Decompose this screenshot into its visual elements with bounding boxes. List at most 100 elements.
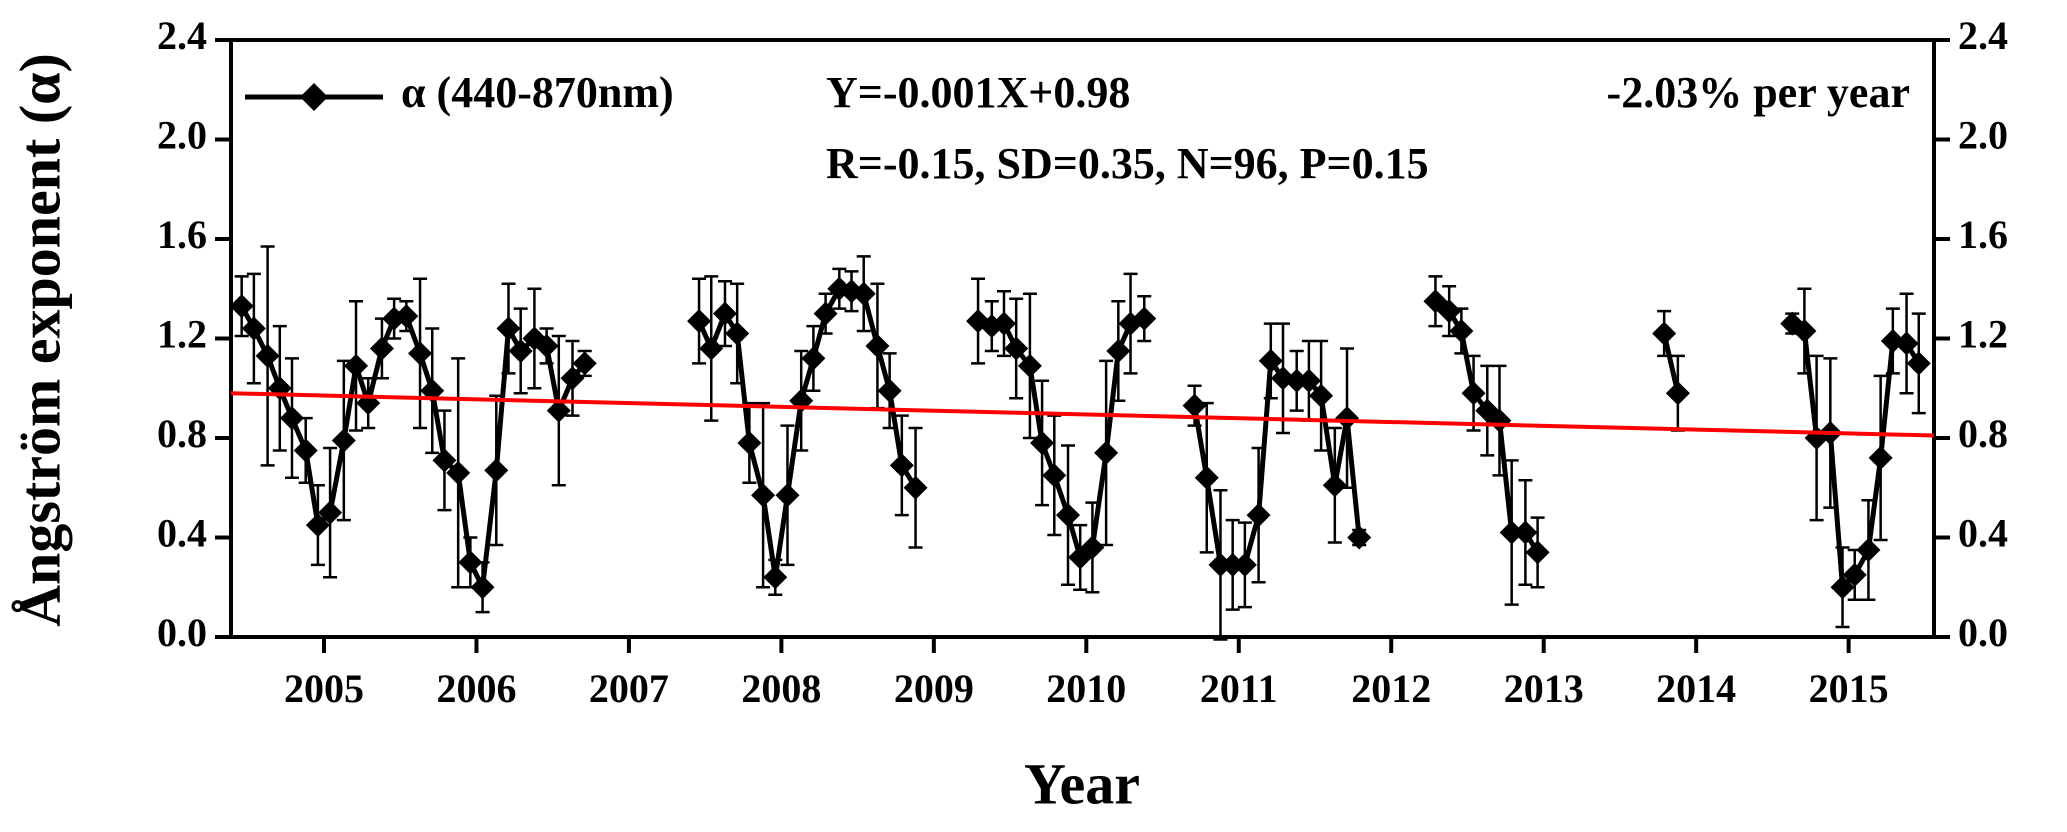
y-tick-label: 2.0 xyxy=(157,113,207,158)
marker xyxy=(305,513,330,538)
marker xyxy=(1449,319,1474,344)
y2-tick-label: 0.4 xyxy=(1958,511,2008,556)
marker xyxy=(241,316,266,341)
marker xyxy=(699,336,724,361)
marker xyxy=(851,281,876,306)
marker xyxy=(1094,440,1119,465)
marker xyxy=(279,406,304,431)
x-tick-label: 2007 xyxy=(589,666,669,711)
marker xyxy=(1132,306,1157,331)
marker xyxy=(458,550,483,575)
marker xyxy=(1106,338,1131,363)
y-tick-label: 0.0 xyxy=(157,610,207,655)
marker xyxy=(344,353,369,378)
marker xyxy=(813,301,838,326)
marker xyxy=(572,351,597,376)
marker xyxy=(1792,319,1817,344)
marker xyxy=(1499,520,1524,545)
marker xyxy=(1030,430,1055,455)
marker xyxy=(1335,406,1360,431)
y2-tick-label: 0.0 xyxy=(1958,610,2008,655)
x-tick-label: 2009 xyxy=(894,666,974,711)
y-tick-label: 2.4 xyxy=(157,13,207,58)
marker xyxy=(1525,540,1550,565)
x-tick-label: 2014 xyxy=(1656,666,1736,711)
marker xyxy=(1017,353,1042,378)
marker xyxy=(737,430,762,455)
marker xyxy=(484,458,509,483)
trend-line xyxy=(230,391,1935,438)
y-tick-label: 1.6 xyxy=(157,212,207,257)
marker xyxy=(1894,331,1919,356)
x-tick-label: 2013 xyxy=(1504,666,1584,711)
marker xyxy=(267,376,292,401)
marker xyxy=(725,321,750,346)
marker xyxy=(1284,368,1309,393)
y-axis-title: Ångström exponent (α) xyxy=(7,53,72,627)
marker xyxy=(1309,383,1334,408)
marker xyxy=(712,301,737,326)
marker xyxy=(508,338,533,363)
marker xyxy=(408,341,433,366)
marker xyxy=(1347,525,1372,550)
legend-label: α (440-870nm) xyxy=(401,68,674,117)
legend-marker xyxy=(300,83,328,111)
x-tick-label: 2011 xyxy=(1200,666,1278,711)
y2-tick-label: 2.4 xyxy=(1958,13,2008,58)
marker xyxy=(1194,465,1219,490)
marker xyxy=(560,366,585,391)
marker xyxy=(446,460,471,485)
marker xyxy=(991,311,1016,336)
y2-tick-label: 0.8 xyxy=(1958,411,2008,456)
x-axis-title: Year xyxy=(1024,751,1140,816)
marker xyxy=(394,304,419,329)
marker xyxy=(1322,473,1347,498)
marker xyxy=(1056,503,1081,528)
marker xyxy=(1665,381,1690,406)
marker xyxy=(751,483,776,508)
marker xyxy=(331,428,356,453)
marker xyxy=(1461,381,1486,406)
equation: Y=-0.001X+0.98 xyxy=(826,68,1130,117)
y-tick-label: 1.2 xyxy=(157,312,207,357)
y-tick-label: 0.4 xyxy=(157,511,207,556)
x-tick-label: 2012 xyxy=(1351,666,1431,711)
marker xyxy=(865,333,890,358)
x-tick-label: 2010 xyxy=(1046,666,1126,711)
x-tick-label: 2005 xyxy=(284,666,364,711)
marker xyxy=(1652,321,1677,346)
marker xyxy=(229,294,254,319)
y-tick-label: 0.8 xyxy=(157,411,207,456)
marker xyxy=(255,343,280,368)
marker xyxy=(1232,552,1257,577)
marker xyxy=(687,309,712,334)
marker xyxy=(1004,336,1029,361)
marker xyxy=(1208,552,1233,577)
marker xyxy=(1868,445,1893,470)
rate-annotation: -2.03% per year xyxy=(1607,68,1910,117)
marker xyxy=(903,475,928,500)
x-tick-label: 2006 xyxy=(436,666,516,711)
x-tick-label: 2008 xyxy=(741,666,821,711)
marker xyxy=(432,448,457,473)
marker xyxy=(318,500,343,525)
statistics: R=-0.15, SD=0.35, N=96, P=0.15 xyxy=(826,139,1429,188)
marker xyxy=(369,336,394,361)
marker xyxy=(1830,575,1855,600)
x-tick-label: 2015 xyxy=(1809,666,1889,711)
marker xyxy=(1080,535,1105,560)
marker xyxy=(1856,537,1881,562)
marker xyxy=(1042,463,1067,488)
y2-tick-label: 1.2 xyxy=(1958,312,2008,357)
marker xyxy=(889,453,914,478)
y2-tick-label: 2.0 xyxy=(1958,113,2008,158)
marker xyxy=(877,378,902,403)
marker xyxy=(1246,503,1271,528)
marker xyxy=(470,575,495,600)
marker xyxy=(1182,393,1207,418)
marker xyxy=(775,483,800,508)
marker xyxy=(1437,299,1462,324)
marker xyxy=(1842,562,1867,587)
